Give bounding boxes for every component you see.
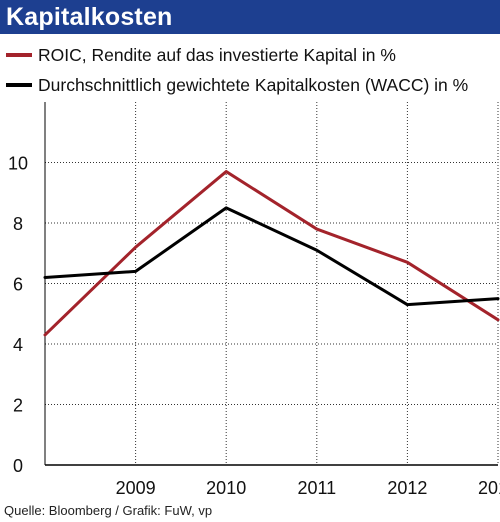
x-tick-label: 2010	[206, 478, 246, 498]
legend-item-wacc: Durchschnittlich gewichtete Kapitalkoste…	[6, 70, 468, 100]
line-chart: 0 2 4 6 8 10 2009 2010 2011 2012 2013	[8, 102, 500, 498]
x-tick-label: 2009	[116, 478, 156, 498]
legend-label-wacc: Durchschnittlich gewichtete Kapitalkoste…	[38, 74, 469, 95]
series-line-wacc	[43, 206, 500, 307]
x-tick-label: 2011	[297, 478, 336, 498]
y-tick-label: 0	[13, 456, 23, 476]
title-bar: Kapitalkosten	[0, 0, 500, 34]
legend-swatch-roic	[6, 53, 32, 57]
series-line-roic	[43, 170, 500, 337]
x-tick-label: 2013	[478, 478, 500, 498]
x-tick-label: 2012	[387, 478, 427, 498]
y-tick-label: 6	[13, 275, 23, 295]
legend-item-roic: ROIC, Rendite auf das investierte Kapita…	[6, 40, 468, 70]
y-tick-label: 8	[13, 214, 23, 234]
y-tick-label: 10	[8, 154, 28, 174]
legend-swatch-wacc	[6, 83, 32, 87]
chart-title: Kapitalkosten	[6, 3, 173, 31]
y-tick-label: 2	[13, 396, 23, 416]
source-note: Quelle: Bloomberg / Grafik: FuW, vp	[4, 503, 213, 518]
y-tick-label: 4	[13, 335, 23, 355]
legend-label-roic: ROIC, Rendite auf das investierte Kapita…	[38, 44, 396, 65]
legend: ROIC, Rendite auf das investierte Kapita…	[6, 40, 468, 100]
